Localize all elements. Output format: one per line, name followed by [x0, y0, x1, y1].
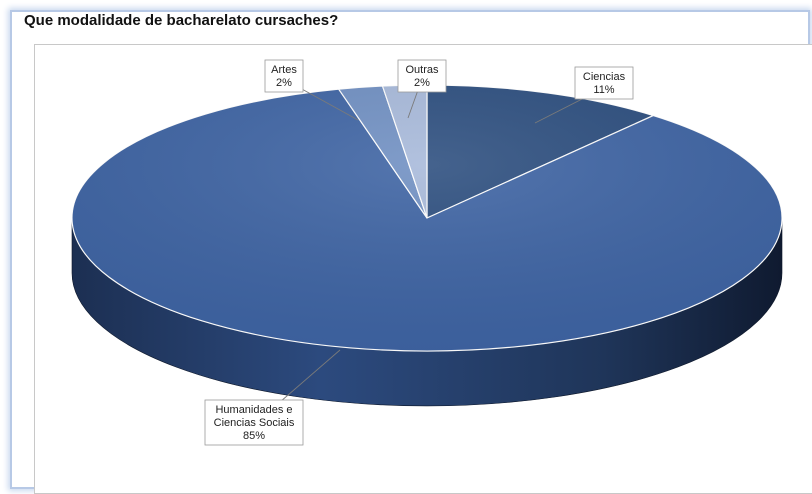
label-box-ciencias: [574, 66, 634, 100]
label-box-artes: [264, 59, 304, 93]
data-label-name-ciencias: Ciencias: [583, 71, 626, 83]
chart-title: Que modalidade de bacharelato cursaches?: [24, 12, 339, 29]
leader-line-outras: [407, 89, 419, 119]
data-label-pct-outras: 2%: [414, 77, 430, 89]
data-label-name-humanidades-e-ciencias-sociais: Ciencias Sociais: [214, 417, 295, 429]
data-label-name-humanidades-e-ciencias-sociais: Humanidades e: [215, 404, 292, 416]
data-label-pct-ciencias: 11%: [593, 84, 614, 96]
leader-line-artes: [299, 87, 359, 121]
data-label-pct-humanidades-e-ciencias-sociais: 85%: [243, 430, 265, 442]
leader-line-ciencias: [534, 94, 591, 124]
data-label-name-outras: Outras: [405, 64, 439, 76]
pie-layer: [71, 84, 783, 407]
data-label-name-artes: Artes: [271, 64, 297, 76]
label-box-humanidades-e-ciencias-sociais: [204, 399, 304, 446]
data-label-pct-artes: 2%: [276, 77, 292, 89]
leader-line-humanidades-e-ciencias-sociais: [279, 349, 341, 403]
label-box-outras: [397, 59, 447, 93]
